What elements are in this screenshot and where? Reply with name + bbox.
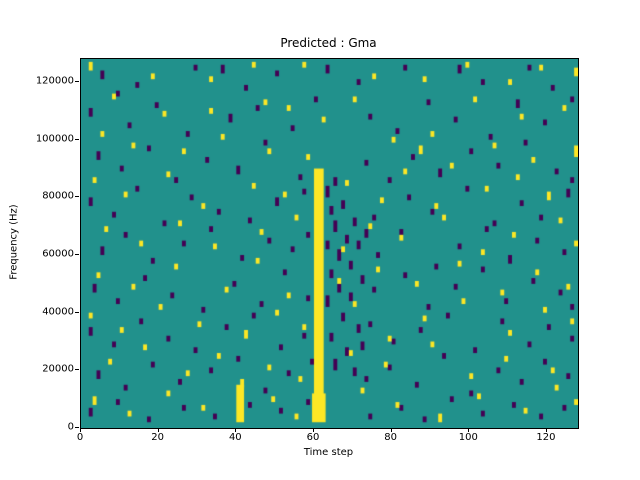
y-tick-mark <box>75 369 79 371</box>
x-tick-label: 0 <box>76 432 84 443</box>
y-tick-label: 20000 <box>42 363 74 375</box>
y-tick-mark <box>75 196 79 198</box>
y-tick-label: 120000 <box>35 75 74 87</box>
y-axis-label: Frequency (Hz) <box>8 204 20 280</box>
y-tick-label: 0 <box>67 421 74 433</box>
y-tick-label: 100000 <box>35 133 74 145</box>
chart-title: Predicted : Gma <box>280 36 377 50</box>
x-tick-label: 40 <box>228 432 242 443</box>
x-tick-label: 100 <box>458 432 478 443</box>
y-tick-mark <box>75 254 79 256</box>
x-tick-mark <box>545 428 547 432</box>
x-tick-label: 60 <box>306 432 320 443</box>
x-tick-label: 20 <box>151 432 165 443</box>
y-tick-mark <box>75 311 79 313</box>
x-tick-mark <box>157 428 159 432</box>
y-tick-label: 80000 <box>42 190 74 202</box>
x-tick-label: 120 <box>536 432 556 443</box>
plot-area <box>80 58 579 429</box>
x-tick-mark <box>235 428 237 432</box>
y-tick-label: 60000 <box>42 248 74 260</box>
x-tick-mark <box>312 428 314 432</box>
x-tick-mark <box>468 428 470 432</box>
x-tick-mark <box>390 428 392 432</box>
y-tick-label: 40000 <box>42 306 74 318</box>
y-tick-mark <box>75 427 79 428</box>
x-tick-label: 80 <box>384 432 397 443</box>
x-tick-mark <box>80 428 81 432</box>
x-axis-label: Time step <box>303 447 354 458</box>
y-tick-mark <box>75 81 79 83</box>
heatmap-canvas <box>81 59 578 428</box>
y-tick-mark <box>75 138 79 140</box>
